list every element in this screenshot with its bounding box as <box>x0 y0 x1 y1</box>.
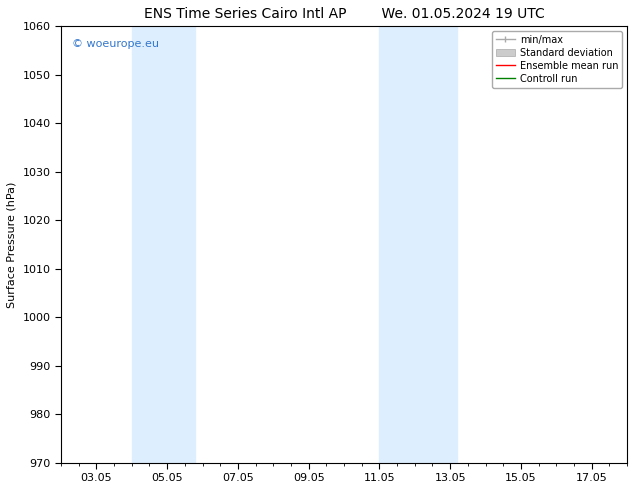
Text: © woeurope.eu: © woeurope.eu <box>72 39 159 49</box>
Bar <box>379 26 457 463</box>
Legend: min/max, Standard deviation, Ensemble mean run, Controll run: min/max, Standard deviation, Ensemble me… <box>491 31 622 88</box>
Bar <box>132 26 195 463</box>
Y-axis label: Surface Pressure (hPa): Surface Pressure (hPa) <box>7 181 17 308</box>
Title: ENS Time Series Cairo Intl AP        We. 01.05.2024 19 UTC: ENS Time Series Cairo Intl AP We. 01.05.… <box>144 7 545 21</box>
